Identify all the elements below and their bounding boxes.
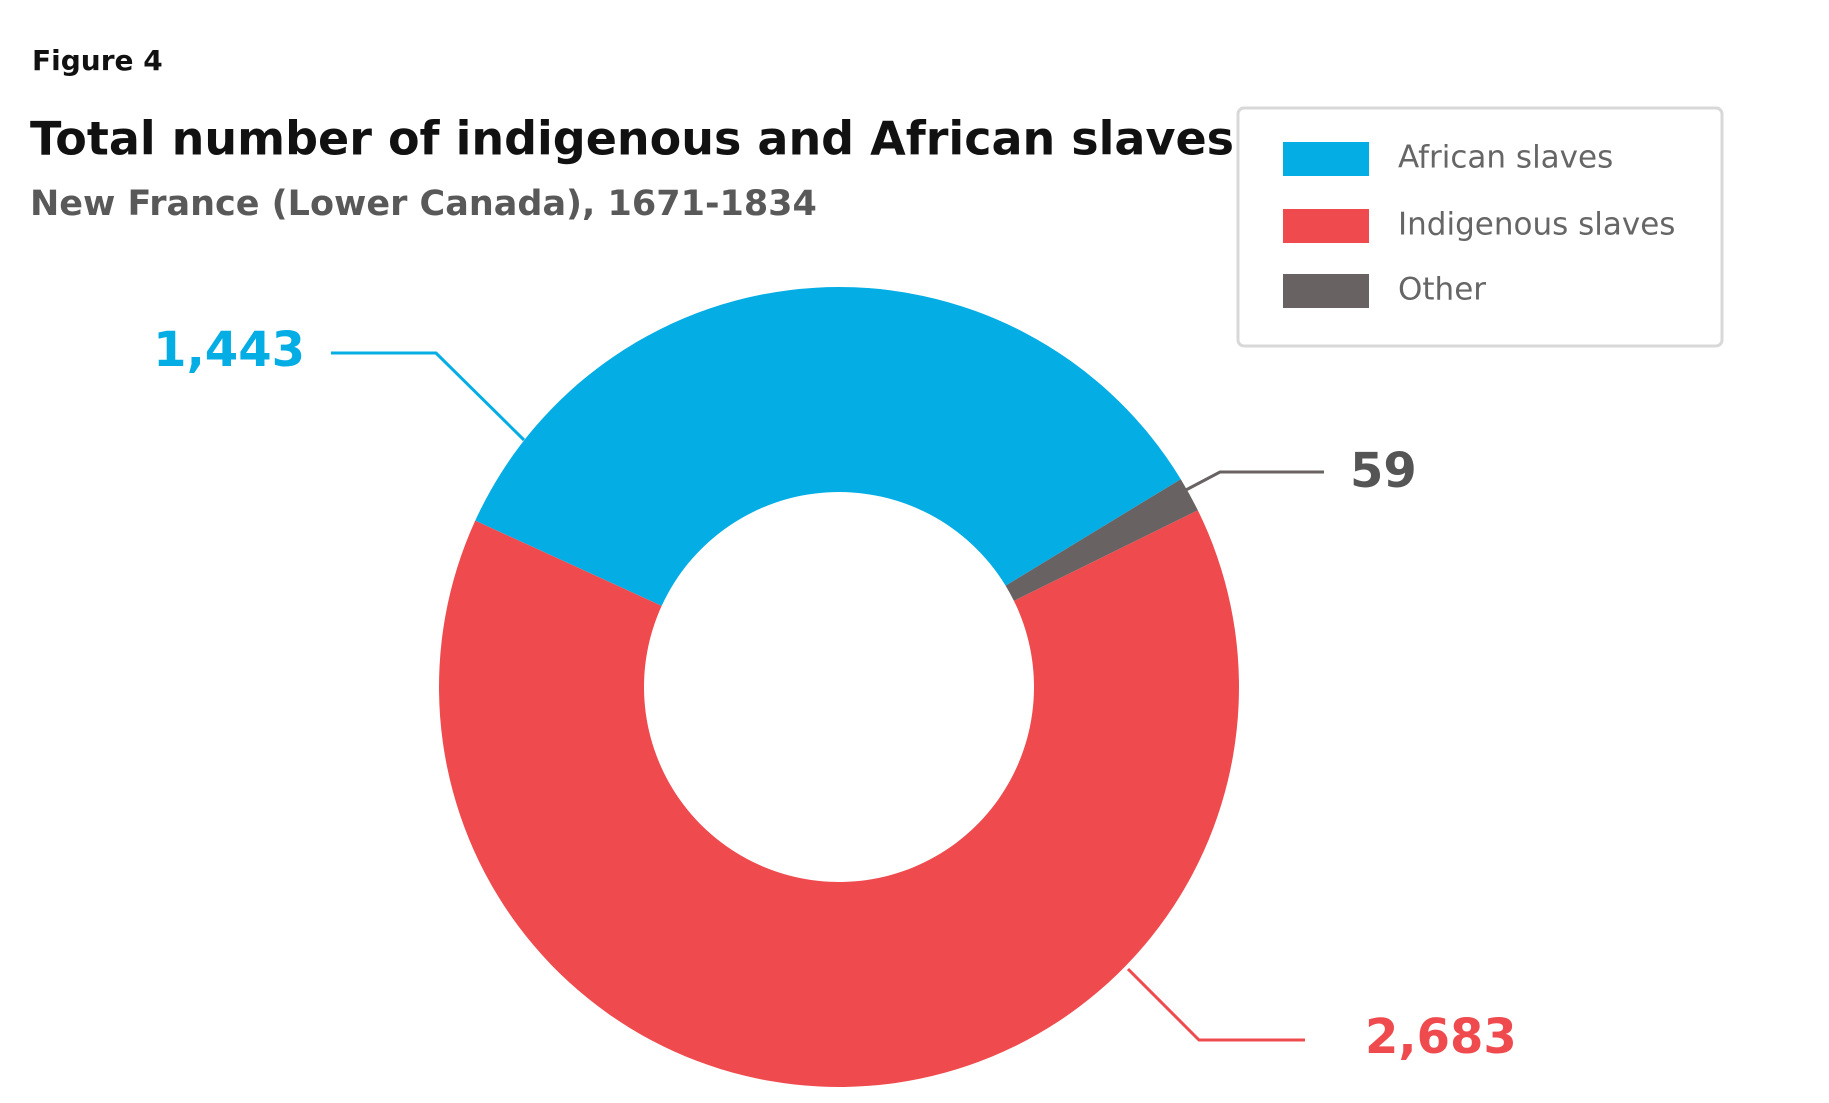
leader-line [1183,470,1324,493]
leader-line [331,351,526,442]
legend-label: Other [1398,272,1486,308]
figure-label: Figure 4 [32,44,163,77]
legend-swatch [1283,274,1369,308]
chart-subtitle: New France (Lower Canada), 1671-1834 [30,184,817,224]
donut-slice [475,287,1181,606]
legend-swatch [1283,209,1369,243]
legend-swatch [1283,142,1369,176]
legend-label: Indigenous slaves [1398,207,1675,243]
donut-slice [1005,479,1198,601]
data-label: 2,683 [1365,1009,1517,1065]
legend-label: African slaves [1398,140,1613,176]
data-label: 1,443 [153,322,305,378]
data-label: 59 [1350,443,1417,499]
chart-title: Total number of indigenous and African s… [30,112,1234,166]
leader-line [1126,967,1305,1042]
donut-slice [438,510,1239,1088]
